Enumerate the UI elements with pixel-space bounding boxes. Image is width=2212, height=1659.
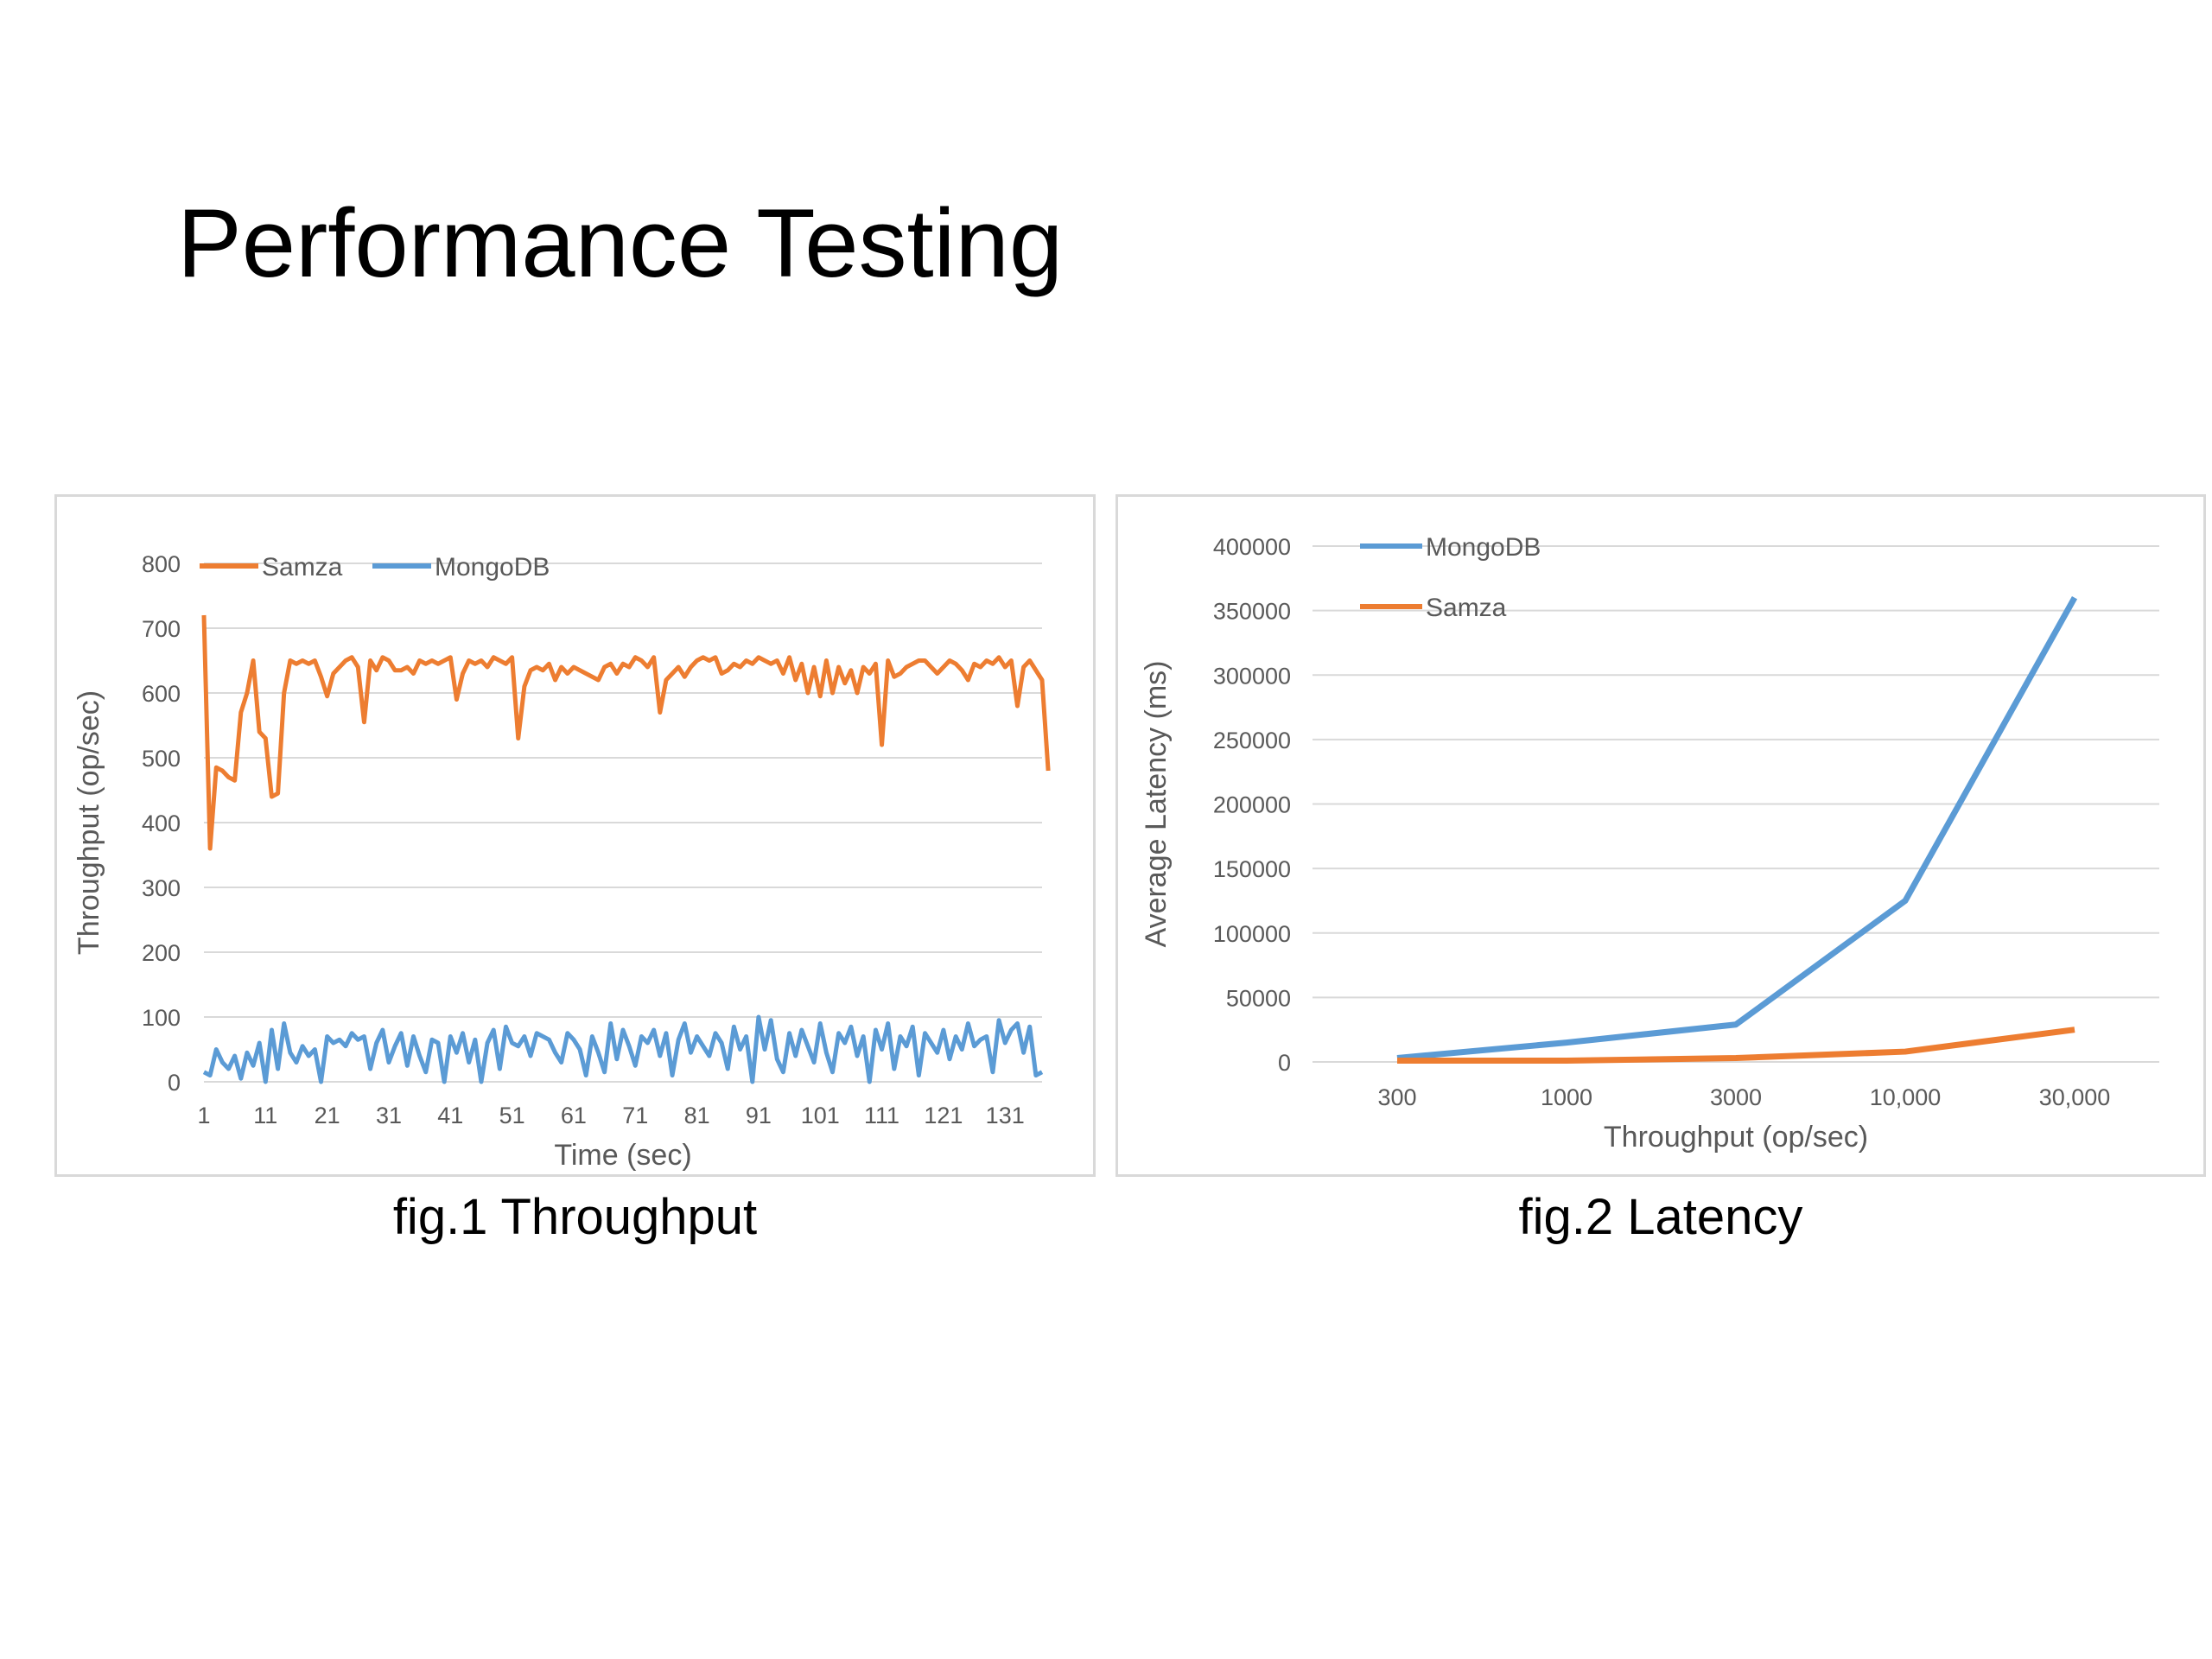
x-tick-label: 31 [376,1103,402,1128]
y-tick-label: 100 [142,1005,181,1031]
figure-2-caption: fig.2 Latency [1518,1189,1803,1245]
x-tick-label: 71 [622,1103,648,1128]
x-tick-label: 3000 [1710,1084,1762,1110]
x-tick-label: 300 [1377,1084,1416,1110]
y-tick-label: 0 [1278,1050,1291,1076]
x-tick-label: 11 [253,1103,277,1128]
legend-label: MongoDB [1426,533,1541,562]
x-tick-label: 1 [197,1103,210,1128]
x-axis-title: Throughput (op/sec) [1604,1121,1868,1154]
latency-chart-svg: 0 50000 100000 150000 200000 250000 300000 3500… [1140,533,2159,1154]
x-tick-label: 21 [315,1103,340,1128]
y-tick-label: 0 [168,1070,181,1096]
x-tick-label: 131 [986,1103,1025,1128]
y-tick-label: 700 [142,616,181,642]
series-line-mongodb [202,1014,1044,1084]
x-tick-label: 91 [746,1103,772,1128]
y-tick-label: 50000 [1226,985,1291,1011]
y-tick-label: 500 [142,746,181,772]
y-tick-label: 300 [142,875,181,901]
y-axis-title: Average Latency (ms) [1140,661,1173,948]
slide-title: Performance Testing [177,189,1064,297]
y-tick-label: 350000 [1213,599,1291,625]
legend-label: Samza [1426,594,1507,622]
series-line-mongodb [1396,595,2078,1062]
x-tick-label: 1000 [1541,1084,1592,1110]
x-tick-label: 51 [499,1103,525,1128]
y-tick-label: 300000 [1213,663,1291,689]
legend-label: MongoDB [435,553,550,582]
x-tick-label: 30,000 [2039,1084,2111,1110]
x-tick-label: 61 [561,1103,587,1128]
y-axis-title: Throughput (op/sec) [73,690,105,955]
x-tick-label: 121 [924,1103,963,1128]
figure-1-caption: fig.1 Throughput [392,1189,758,1245]
x-tick-label: 81 [684,1103,710,1128]
x-tick-label: 101 [801,1103,840,1128]
y-tick-label: 600 [142,681,181,707]
series-line-samza [201,614,1051,851]
x-axis-title: Time (sec) [554,1139,691,1172]
throughput-chart: 0 100 200 300 400 500 600 700 800 1 11 21 31 41 51 61 7… [54,494,1096,1177]
series-line-samza [1397,1027,2075,1065]
x-tick-label: 41 [437,1103,463,1128]
y-tick-label: 250000 [1213,728,1291,753]
y-tick-label: 400000 [1213,534,1291,560]
y-tick-label: 150000 [1213,856,1291,882]
y-tick-label: 200 [142,940,181,966]
latency-chart: 0 50000 100000 150000 200000 250000 300000 3500… [1116,494,2206,1177]
y-tick-label: 100000 [1213,921,1291,947]
x-tick-label: 111 [864,1103,899,1128]
legend-label: Samza [262,553,343,582]
y-tick-label: 800 [142,551,181,577]
y-tick-label: 200000 [1213,792,1291,818]
x-tick-label: 10,000 [1870,1084,1942,1110]
y-tick-label: 400 [142,810,181,836]
